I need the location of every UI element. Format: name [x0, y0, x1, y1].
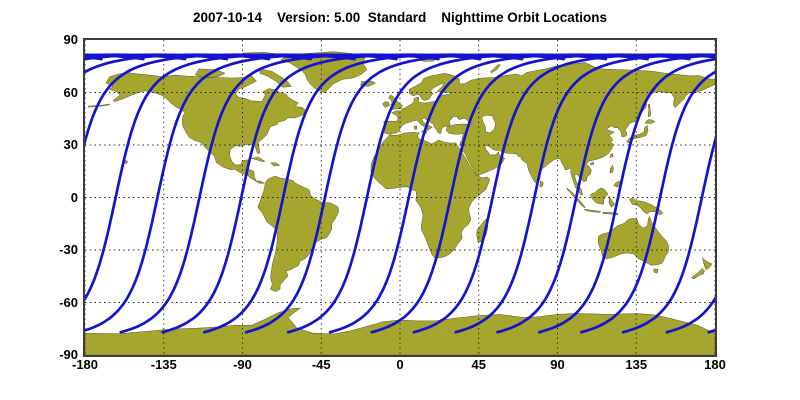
orbit-track — [621, 136, 715, 334]
orbit-track — [203, 53, 524, 334]
y-tick-label: 60 — [63, 84, 78, 100]
x-tick-label: 180 — [704, 357, 726, 372]
orbit-track — [707, 328, 715, 334]
orbit-track — [119, 53, 440, 334]
orbit-track — [244, 53, 566, 334]
orbit-track — [580, 70, 715, 334]
landmass-new-guinea — [629, 197, 664, 215]
landmass-ireland — [382, 101, 390, 108]
orbit-track — [412, 53, 715, 334]
x-tick-label: -135 — [150, 357, 177, 372]
orbit-track — [370, 53, 691, 334]
landmass-java — [583, 209, 601, 213]
orbit-track — [496, 53, 715, 334]
landmass-hispaniola — [270, 162, 280, 167]
landmass-hainan — [590, 161, 595, 166]
x-tick-label: 45 — [471, 357, 486, 372]
landmass-hokkaido — [645, 119, 656, 124]
y-tick-label: 90 — [63, 32, 78, 47]
y-tick-label: -30 — [59, 242, 78, 257]
orbit-tracks-layer — [85, 53, 715, 334]
y-tick-label: 30 — [63, 137, 78, 152]
landmass-eurasia — [383, 62, 715, 196]
y-tick-label: 0 — [70, 189, 78, 205]
plot-title: 2007-10-14 Version: 5.00 Standard Nightt… — [192, 10, 608, 25]
landmass-australia — [597, 216, 669, 266]
x-tick-label: 0 — [396, 357, 404, 372]
landmass-sri-lanka — [539, 180, 544, 188]
orbit-track — [85, 53, 398, 332]
landmass-nz-north-island — [702, 257, 713, 271]
orbit-track — [454, 53, 715, 334]
orbit-track — [161, 53, 482, 334]
landmass-sulawesi — [608, 195, 616, 208]
landmass-borneo — [590, 187, 609, 205]
orbit-track — [538, 57, 715, 334]
lakes-layer — [481, 115, 496, 134]
plot-area — [83, 38, 717, 357]
x-tick-label: 90 — [550, 357, 565, 372]
landmass-nz-south-island — [691, 268, 705, 280]
landmass-africa — [370, 132, 491, 259]
x-tick-label: -180 — [71, 357, 99, 372]
landmass-cuba — [251, 156, 266, 163]
landmass-luzon — [609, 164, 614, 174]
landmass-honshu — [626, 124, 649, 144]
y-tick-label: -90 — [59, 347, 78, 362]
orbit-track — [85, 53, 313, 147]
landmass-south-america — [257, 175, 340, 292]
x-tick-label: 135 — [625, 357, 648, 372]
landmass-sardinia — [414, 125, 418, 130]
landmass-taiwan — [610, 153, 614, 158]
world-map-orbit-tracks — [85, 40, 715, 355]
landmass-sakhalin — [647, 103, 652, 118]
orbit-track — [85, 53, 356, 302]
landmass-novaya-zemlya — [489, 64, 501, 73]
orbit-track — [328, 53, 649, 334]
x-tick-label: -45 — [311, 357, 331, 372]
landmass-tasmania — [653, 268, 659, 274]
orbit-track — [286, 53, 608, 334]
lake-caspian-sea — [481, 115, 496, 134]
x-tick-label: -90 — [233, 357, 252, 372]
orbit-track — [85, 55, 103, 61]
landmass-north-america — [105, 72, 308, 184]
y-tick-label: -60 — [59, 294, 78, 310]
orbit-track — [85, 53, 145, 61]
